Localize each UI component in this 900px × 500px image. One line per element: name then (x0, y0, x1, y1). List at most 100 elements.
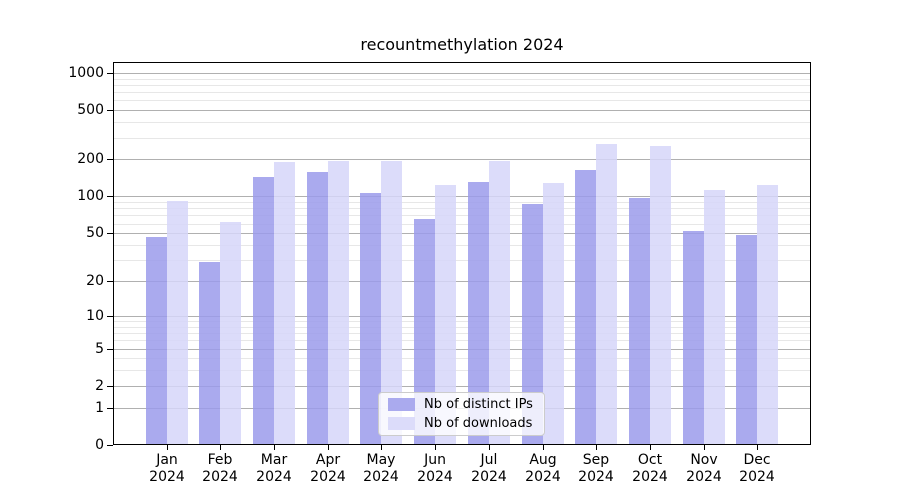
chart-title: recountmethylation 2024 (360, 35, 564, 54)
x-axis-tick (274, 445, 275, 450)
x-label-month: Oct (637, 452, 663, 468)
gridline-minor (113, 340, 811, 342)
gridline-minor (113, 137, 811, 139)
y-axis-tick (107, 110, 113, 112)
x-label-month: Feb (207, 452, 233, 468)
x-label-month: Sep (582, 452, 610, 468)
y-axis-tick-label: 0 (95, 437, 104, 453)
bar-distinct-ips (307, 172, 328, 445)
bar-distinct-ips (414, 219, 435, 445)
y-axis-tick-label: 5 (95, 340, 104, 357)
gridline-major (113, 233, 811, 235)
x-label-year: 2024 (310, 469, 346, 485)
x-label-month: Nov (690, 452, 718, 468)
legend-label-downloads: Nb of downloads (424, 415, 533, 431)
x-label-month: Aug (529, 452, 557, 468)
bar-downloads (167, 200, 188, 445)
y-axis-tick-label: 1000 (68, 64, 104, 81)
gridline-minor (113, 326, 811, 328)
x-label-year: 2024 (632, 469, 668, 485)
x-label-year: 2024 (363, 469, 399, 485)
x-label-year: 2024 (739, 469, 775, 485)
gridline-major (113, 281, 811, 283)
x-axis-tick-label: May 2024 (349, 452, 413, 486)
y-axis-tick (107, 407, 113, 409)
gridline-major (113, 315, 811, 317)
bar-distinct-ips (146, 236, 167, 445)
x-label-year: 2024 (525, 469, 561, 485)
y-axis-tick (107, 445, 113, 446)
legend-item-distinct-ips: Nb of distinct IPs (388, 397, 535, 413)
x-axis-tick (650, 445, 651, 450)
bar-distinct-ips (575, 169, 596, 445)
x-label-year: 2024 (686, 469, 722, 485)
gridline-major (113, 196, 811, 198)
bar-downloads (489, 160, 510, 445)
y-axis-tick (107, 385, 113, 387)
y-axis-tick (107, 348, 113, 350)
x-axis-tick (757, 445, 758, 450)
bar-distinct-ips (683, 231, 704, 445)
gridline-minor (113, 78, 811, 80)
gridline-major (113, 110, 811, 112)
gridline-minor (113, 215, 811, 217)
x-axis-tick (381, 445, 382, 450)
x-axis-tick-label: Sep 2024 (564, 452, 628, 486)
bar-downloads (757, 185, 778, 445)
y-axis-tick-label: 100 (77, 188, 104, 205)
x-axis-tick (543, 445, 544, 450)
y-axis-tick (107, 233, 113, 235)
bar-downloads (381, 161, 402, 445)
legend-label-distinct-ips: Nb of distinct IPs (424, 396, 533, 412)
bar-downloads (650, 146, 671, 445)
x-label-month: Jun (424, 452, 446, 468)
gridline-major (113, 72, 811, 74)
x-label-month: Jan (156, 452, 178, 468)
y-axis-tick-label: 50 (86, 225, 104, 242)
x-axis-tick (596, 445, 597, 450)
legend-swatch-distinct-ips (388, 398, 415, 411)
gridline-minor (113, 100, 811, 102)
bar-distinct-ips (522, 203, 543, 445)
y-axis-tick-label: 1 (95, 399, 104, 416)
gridline-minor (113, 260, 811, 262)
x-label-year: 2024 (202, 469, 238, 485)
y-axis-tick (107, 315, 113, 317)
x-axis-tick-label: Dec 2024 (725, 452, 789, 486)
bar-distinct-ips (253, 176, 274, 445)
y-axis-tick-label: 2 (95, 377, 104, 394)
gridline-minor (113, 333, 811, 335)
x-axis-tick (328, 445, 329, 450)
bar-downloads (220, 221, 241, 445)
y-axis-tick (107, 159, 113, 161)
x-axis-tick-label: Jul 2024 (457, 452, 521, 486)
bar-distinct-ips (736, 235, 757, 445)
x-label-month: Apr (315, 452, 341, 468)
x-axis-tick (704, 445, 705, 450)
gridline-major (113, 385, 811, 387)
gridline-minor (113, 358, 811, 360)
x-label-year: 2024 (417, 469, 453, 485)
y-axis-tick-label: 200 (77, 151, 104, 168)
x-axis-tick-label: Aug 2024 (511, 452, 575, 486)
bar-downloads (328, 161, 349, 445)
x-axis-tick (435, 445, 436, 450)
gridline-minor (113, 202, 811, 204)
x-axis-tick-label: Mar 2024 (242, 452, 306, 486)
y-axis-tick (107, 196, 113, 198)
legend-swatch-downloads (388, 417, 415, 430)
bar-downloads (435, 185, 456, 445)
bar-distinct-ips (199, 261, 220, 445)
x-label-month: Mar (260, 452, 288, 468)
x-label-year: 2024 (471, 469, 507, 485)
bar-downloads (704, 189, 725, 445)
gridline-minor (113, 122, 811, 124)
bar-distinct-ips (360, 193, 381, 445)
y-axis-tick-label: 10 (86, 307, 104, 324)
x-axis-tick (220, 445, 221, 450)
gridline-minor (113, 208, 811, 210)
gridline-major (113, 159, 811, 161)
bar-downloads (274, 162, 295, 445)
bar-distinct-ips (468, 181, 489, 445)
x-axis-tick-label: Jan 2024 (135, 452, 199, 486)
